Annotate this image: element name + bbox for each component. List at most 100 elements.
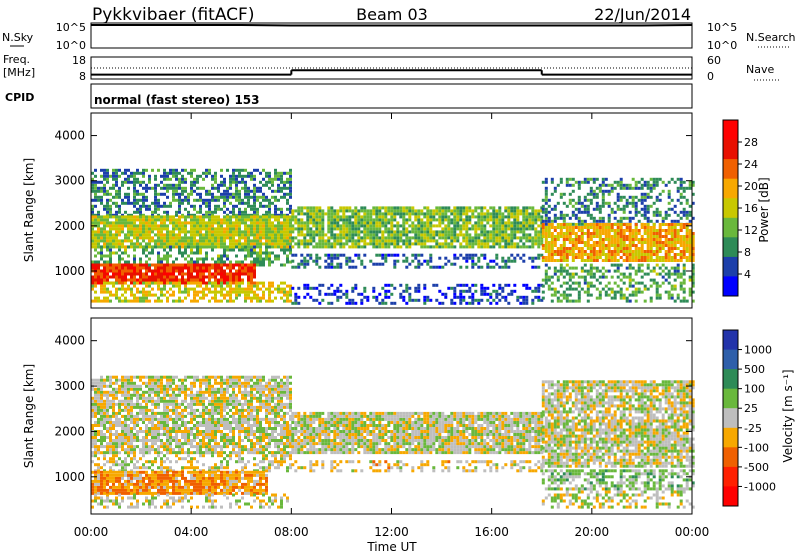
heat-cell (390, 212, 394, 216)
heat-cell (289, 230, 292, 234)
heat-cell (405, 209, 409, 213)
heat-cell (507, 206, 511, 210)
heat-cell (474, 283, 478, 287)
heat-cell (208, 189, 211, 193)
heat-cell (628, 210, 632, 214)
heat-cell (303, 227, 307, 231)
heat-cell (229, 180, 232, 184)
heat-cell (565, 250, 569, 253)
heat-cell (256, 224, 259, 228)
heat-cell (103, 402, 106, 406)
heat-cell (196, 218, 199, 222)
heat-cell (432, 283, 436, 287)
heat-cell (673, 235, 677, 238)
heat-cell (568, 235, 572, 238)
heat-cell (547, 223, 551, 226)
heat-cell (607, 219, 611, 223)
heat-cell (547, 253, 551, 256)
heat-cell (345, 289, 349, 293)
heat-cell (330, 230, 334, 234)
heat-cell (363, 245, 367, 249)
heat-cell (661, 219, 665, 223)
heat-cell (586, 204, 590, 208)
heat-cell (571, 226, 575, 229)
heat-cell (103, 287, 106, 291)
heat-cell (199, 272, 202, 276)
heat-cell (655, 247, 659, 250)
heat-cell (577, 299, 581, 303)
heat-cell (553, 189, 557, 193)
heat-cell (402, 253, 406, 257)
heat-cell (583, 232, 587, 235)
heat-cell (100, 263, 103, 267)
heat-cell (202, 218, 205, 222)
heat-cell (274, 287, 277, 291)
heat-cell (175, 192, 178, 196)
heat-cell (115, 180, 118, 184)
heat-cell (580, 210, 584, 214)
heat-cell (438, 236, 442, 240)
heat-cell (414, 239, 418, 243)
heat-cell (217, 204, 220, 208)
heat-cell (607, 189, 611, 193)
heat-cell (640, 183, 644, 187)
heat-cell (256, 230, 259, 234)
heat-cell (640, 213, 644, 217)
heat-cell (142, 192, 145, 196)
heat-cell (196, 230, 199, 234)
heat-cell (598, 226, 602, 229)
heat-cell (559, 244, 563, 247)
heat-cell (199, 221, 202, 225)
heat-cell (589, 259, 593, 262)
heat-cell (495, 209, 499, 213)
heat-cell (238, 215, 241, 219)
heat-cell (357, 242, 361, 246)
heat-cell (486, 286, 490, 290)
heat-cell (634, 204, 638, 208)
heat-cell (157, 198, 160, 202)
heat-cell (94, 445, 97, 449)
heat-cell (423, 286, 427, 290)
heat-cell (556, 238, 560, 241)
heat-cell (634, 223, 638, 226)
heat-cell (223, 296, 226, 300)
heat-cell (429, 221, 433, 225)
heat-cell (670, 284, 674, 288)
heat-cell (291, 227, 295, 231)
heat-cell (613, 186, 617, 190)
heat-cell (223, 204, 226, 208)
heat-cell (604, 293, 608, 297)
heat-cell (462, 218, 466, 222)
heat-cell (193, 218, 196, 222)
heat-cell (682, 296, 686, 300)
heat-cell (172, 299, 175, 303)
heat-cell (480, 239, 484, 243)
heat-cell (187, 195, 190, 199)
heat-cell (631, 216, 635, 220)
heat-cell (462, 206, 466, 210)
heat-cell (151, 213, 154, 217)
heat-cell (103, 278, 106, 282)
heat-cell (399, 236, 403, 240)
heat-cell (655, 219, 659, 223)
heat-cell (193, 299, 196, 303)
heat-cell (106, 281, 109, 285)
heat-cell (604, 189, 608, 193)
heat-cell (169, 278, 172, 282)
heat-cell (541, 180, 545, 184)
heat-cell (537, 239, 541, 243)
heat-cell (145, 272, 148, 276)
heat-cell (220, 278, 223, 282)
heat-cell (253, 266, 256, 270)
heat-cell (115, 177, 118, 181)
heat-cell (525, 212, 529, 216)
heat-cell (160, 257, 163, 261)
heat-cell (562, 275, 566, 279)
heat-cell (598, 216, 602, 220)
heat-cell (106, 177, 109, 181)
heat-cell (109, 299, 112, 303)
heat-cell (178, 266, 181, 270)
heat-cell (504, 242, 508, 246)
heat-cell (607, 259, 611, 262)
heat-cell (562, 256, 566, 259)
